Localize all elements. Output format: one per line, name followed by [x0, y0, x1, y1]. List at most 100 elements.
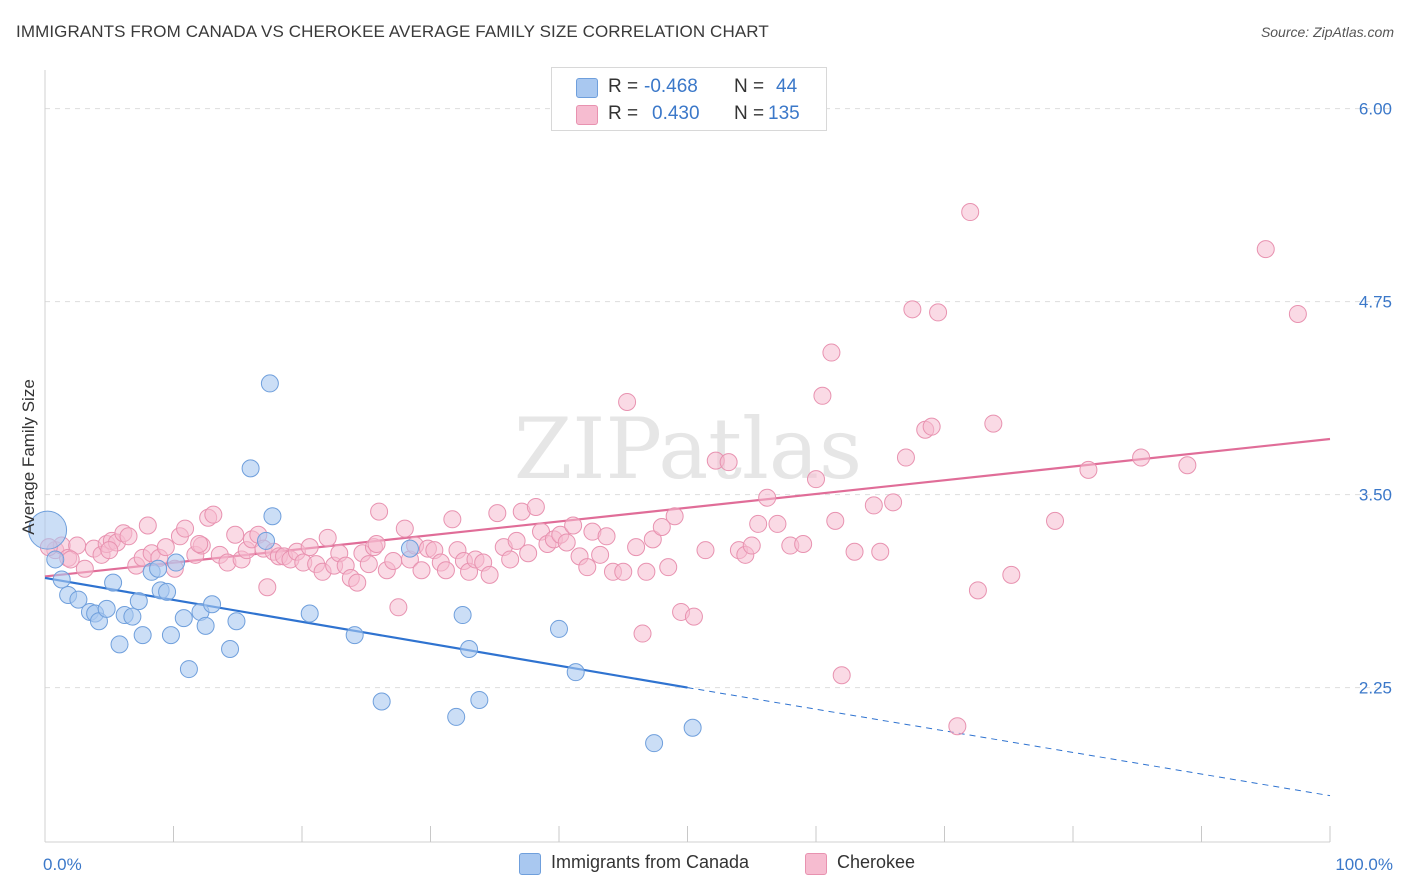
- correlation-legend: R = -0.468 N = 44 R = 0.430 N = 135: [551, 67, 827, 131]
- canada-point: [263, 507, 282, 526]
- chart-title: IMMIGRANTS FROM CANADA VS CHEROKEE AVERA…: [16, 22, 769, 41]
- cherokee-point: [922, 417, 941, 436]
- cherokee-point: [526, 497, 545, 516]
- cherokee-point: [1079, 460, 1098, 479]
- canada-point: [203, 595, 222, 614]
- cherokee-point: [633, 624, 652, 643]
- cherokee-point: [138, 516, 157, 535]
- watermark: ZIPatlas: [514, 400, 862, 498]
- cherokee-point: [226, 525, 245, 544]
- canada-point: [69, 590, 88, 609]
- cherokee-point: [389, 598, 408, 617]
- canada-point: [460, 640, 479, 658]
- cherokee-point: [564, 516, 583, 535]
- cherokee-point: [896, 448, 915, 467]
- cherokee-point: [719, 453, 738, 472]
- canada-point: [28, 510, 68, 550]
- canada-points: [28, 374, 702, 753]
- cherokee-point: [884, 493, 903, 512]
- y-tick-label: 2.25: [1359, 679, 1392, 698]
- canada-point: [227, 612, 246, 631]
- canada-trend-extension: [687, 687, 1331, 797]
- y-axis-label: Average Family Size: [19, 379, 38, 535]
- cherokee-point: [507, 531, 526, 550]
- cherokee-point: [443, 510, 462, 529]
- cherokee-point: [384, 551, 403, 570]
- grid-lines: [45, 108, 1392, 689]
- cherokee-point: [75, 559, 94, 578]
- cherokee-point: [637, 562, 656, 581]
- canada-point: [260, 374, 279, 393]
- r-value: -0.468: [644, 76, 698, 97]
- cherokee-point: [1288, 304, 1307, 323]
- cherokee-point: [749, 514, 768, 533]
- cherokee-point: [100, 541, 119, 560]
- cherokee-point: [176, 519, 195, 538]
- cherokee-point: [768, 514, 787, 533]
- canada-point: [167, 553, 186, 572]
- canada-point: [110, 635, 129, 654]
- cherokee-point: [864, 496, 883, 515]
- y-tick-label: 4.75: [1359, 293, 1392, 312]
- canada-point: [645, 734, 664, 753]
- canada-point: [158, 582, 177, 601]
- blue-swatch: [519, 853, 541, 875]
- canada-point: [372, 692, 391, 711]
- cherokee-point: [984, 414, 1003, 433]
- canada-point: [52, 570, 71, 589]
- cherokee-point: [519, 544, 538, 563]
- cherokee-point: [367, 535, 386, 554]
- pink-swatch: [576, 105, 598, 125]
- n-value: 44: [776, 76, 798, 97]
- canada-point: [221, 640, 240, 658]
- y-tick-labels: 2.25 3.50 4.75 6.00: [1359, 100, 1392, 698]
- canada-point: [123, 607, 142, 626]
- pink-swatch: [805, 853, 827, 875]
- cherokee-point: [318, 528, 337, 547]
- blue-swatch: [576, 78, 598, 98]
- r-label: R =: [608, 103, 639, 124]
- n-label: N =: [734, 103, 765, 124]
- cherokee-point: [591, 545, 610, 564]
- cherokee-point: [436, 561, 455, 580]
- cherokee-point: [501, 550, 520, 569]
- canada-point: [161, 626, 180, 645]
- cherokee-point: [395, 519, 414, 538]
- cherokee-point: [557, 533, 576, 552]
- cherokee-point: [597, 527, 616, 546]
- canada-point: [196, 616, 215, 635]
- cherokee-point: [696, 541, 715, 560]
- canada-point: [257, 531, 276, 550]
- cherokee-point: [845, 542, 864, 561]
- canada-point: [447, 707, 466, 726]
- cherokee-point: [871, 542, 890, 561]
- cherokee-point: [1178, 456, 1197, 475]
- canada-point: [566, 663, 585, 682]
- cherokee-point: [627, 538, 646, 557]
- cherokee-point: [742, 536, 761, 555]
- canada-point: [470, 690, 489, 709]
- cherokee-point: [1132, 448, 1151, 467]
- cherokee-point: [258, 578, 277, 597]
- canada-point: [46, 550, 65, 569]
- cherokee-point: [652, 518, 671, 537]
- y-tick-label: 6.00: [1359, 100, 1392, 119]
- cherokee-point: [961, 203, 980, 222]
- cherokee-point: [370, 502, 389, 521]
- canada-point: [97, 599, 116, 618]
- cherokee-point: [1002, 565, 1021, 584]
- cherokee-point: [1256, 240, 1275, 259]
- cherokee-point: [480, 565, 499, 584]
- cherokee-point: [359, 555, 378, 574]
- canada-point: [133, 626, 152, 645]
- canada-point: [174, 609, 193, 628]
- cherokee-point: [659, 558, 678, 577]
- cherokee-point: [948, 717, 967, 736]
- cherokee-point: [1046, 511, 1065, 530]
- cherokee-point: [813, 386, 832, 405]
- canada-point: [300, 604, 319, 623]
- canada-point: [345, 626, 364, 645]
- cherokee-point: [807, 470, 825, 489]
- x-tick-label: 100.0%: [1335, 855, 1393, 874]
